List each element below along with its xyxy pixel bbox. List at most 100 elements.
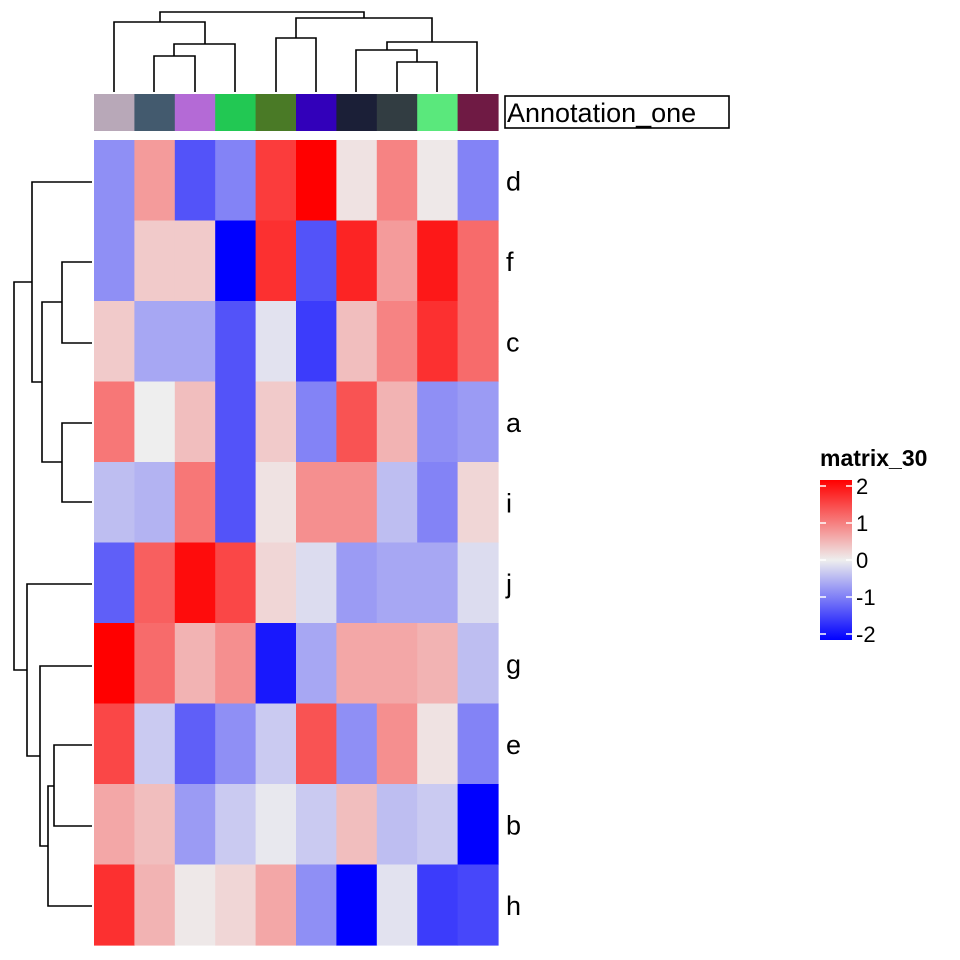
heatmap-cell [94, 301, 135, 383]
heatmap-cell [296, 220, 337, 302]
heatmap-cell [215, 542, 257, 624]
heatmap-cell [134, 784, 176, 866]
heatmap-cell [457, 703, 499, 785]
heatmap-cell [457, 301, 499, 383]
annotation-cell [94, 94, 135, 131]
annotation-cell [336, 94, 378, 131]
heatmap-cell [255, 462, 297, 544]
annotation-cell [457, 94, 499, 131]
row-label: b [506, 810, 521, 840]
heatmap-cell [94, 462, 135, 544]
annotation-cell [255, 94, 297, 131]
heatmap-cell [417, 864, 459, 946]
annotation-cell [134, 94, 176, 131]
heatmap-cell [174, 623, 216, 705]
legend-tick-label: 0 [856, 548, 868, 573]
heatmap-cell [94, 623, 135, 705]
heatmap-cell [174, 703, 216, 785]
heatmap-cell [376, 703, 418, 785]
heatmap-cell [296, 864, 337, 946]
row-label: g [506, 649, 521, 679]
heatmap-cell [94, 542, 135, 624]
row-dendrogram [13, 181, 92, 907]
heatmap-cell [94, 140, 135, 222]
legend-ticks: 2 1 0 -1 -2 [820, 474, 876, 647]
heatmap-cell [457, 864, 499, 946]
heatmap-cells [94, 140, 499, 946]
heatmap-cell [255, 703, 297, 785]
heatmap-cell [417, 542, 459, 624]
heatmap-cell [255, 864, 297, 946]
row-label: f [506, 247, 514, 277]
row-label: d [506, 166, 521, 196]
heatmap-cell [296, 462, 337, 544]
column-dendrogram-branch [173, 43, 236, 92]
heatmap-cell [417, 623, 459, 705]
row-dendrogram-branch [61, 261, 92, 344]
legend-title: matrix_30 [820, 445, 927, 471]
heatmap-cell [134, 381, 176, 463]
heatmap-cell [457, 784, 499, 866]
heatmap-cell [255, 784, 297, 866]
heatmap-cell [296, 623, 337, 705]
heatmap-cell [215, 381, 257, 463]
heatmap-cell [94, 784, 135, 866]
row-dendrogram-branch [61, 422, 92, 503]
heatmap-cell [376, 542, 418, 624]
heatmap-cell [215, 220, 257, 302]
heatmap-cell [457, 381, 499, 463]
heatmap-cell [94, 703, 135, 785]
heatmap-cell [376, 462, 418, 544]
legend-tick-label: -1 [856, 585, 876, 610]
heatmap-cell [215, 623, 257, 705]
row-label: c [506, 327, 520, 357]
heatmap-cell [174, 220, 216, 302]
heatmap-cell [134, 542, 176, 624]
heatmap-cell [134, 462, 176, 544]
heatmap-cell [255, 301, 297, 383]
heatmap-cell [296, 784, 337, 866]
column-dendrogram-branch [153, 55, 196, 92]
column-dendrogram-branch [159, 11, 365, 22]
heatmap-cell [336, 784, 378, 866]
heatmap-cell [174, 381, 216, 463]
heatmap-cell [376, 381, 418, 463]
heatmap-cell [174, 784, 216, 866]
heatmap-cell [215, 784, 257, 866]
column-dendrogram-branch [113, 21, 206, 92]
color-legend: matrix_30 2 1 0 -1 -2 [820, 445, 927, 647]
row-label: h [506, 891, 521, 921]
heatmap-cell [174, 462, 216, 544]
heatmap-cell [417, 381, 459, 463]
heatmap-cell [336, 140, 378, 222]
row-label: i [506, 488, 512, 518]
annotation-cell [215, 94, 257, 131]
heatmap-cell [215, 140, 257, 222]
heatmap-cell [94, 220, 135, 302]
heatmap-cell [376, 864, 418, 946]
heatmap-cell [215, 864, 257, 946]
heatmap-cell [417, 220, 459, 302]
heatmap-cell [134, 864, 176, 946]
legend-tick-label: -2 [856, 622, 876, 647]
annotation-label: Annotation_one [507, 98, 696, 128]
heatmap-cell [336, 381, 378, 463]
legend-tick-label: 2 [856, 474, 868, 499]
heatmap-cell [417, 784, 459, 866]
heatmap-cell [336, 542, 378, 624]
heatmap-cell [134, 703, 176, 785]
annotation-cell [376, 94, 418, 131]
heatmap-cell [417, 703, 459, 785]
heatmap-cell [174, 864, 216, 946]
heatmap-cell [457, 220, 499, 302]
heatmap-cell [255, 140, 297, 222]
heatmap-cell [336, 462, 378, 544]
annotation-cell [174, 94, 216, 131]
heatmap-cell [336, 301, 378, 383]
heatmap-cell [336, 864, 378, 946]
heatmap-cell [134, 623, 176, 705]
heatmap-cell [296, 140, 337, 222]
heatmap-cell [417, 140, 459, 222]
annotation-cell [417, 94, 459, 131]
